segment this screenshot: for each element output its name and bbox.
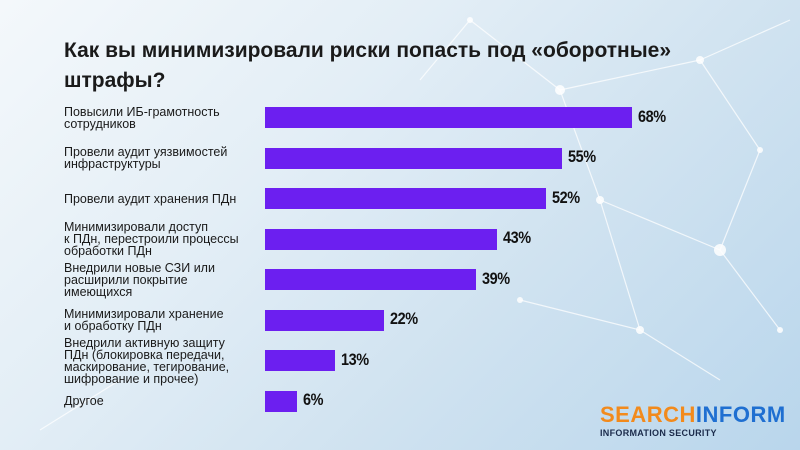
category-label: Внедрили новые СЗИ или расширили покрыти… [64,260,215,299]
category-label: Минимизировали хранение и обработку ПДн [64,307,224,333]
value-label: 52% [551,187,580,207]
logo-part1: SEARCH [600,402,696,427]
logo-part2: INFORM [695,402,786,427]
category-label: Провели аудит уязвимостей инфраструктуры [64,145,228,171]
value-label: 6% [303,390,324,409]
bar [265,269,476,290]
value-label: 39% [481,268,510,288]
category-label: Внедрили активную защиту ПДн (блокировка… [64,335,230,386]
bar [265,228,498,250]
bar [265,107,633,128]
bar [265,147,562,169]
bar [265,188,546,209]
value-label: 13% [341,349,369,369]
value-label: 68% [638,106,666,126]
chart-title: Как вы минимизировали риски попасть под … [64,39,672,92]
value-label: 43% [503,228,531,247]
category-label: Другое [64,394,104,408]
value-label: 55% [568,147,596,166]
category-label: Минимизировали доступ к ПДн, перестроили… [64,220,239,258]
bar [265,390,298,412]
bar [265,309,384,331]
bar [265,350,336,371]
searchinform-logo: SEARCHINFORM [600,402,786,428]
category-label: Повысили ИБ-грамотность сотрудников [64,104,220,131]
category-label: Провели аудит хранения ПДн [64,191,237,206]
logo-subtitle: INFORMATION SECURITY [600,428,717,438]
value-label: 22% [389,309,418,328]
